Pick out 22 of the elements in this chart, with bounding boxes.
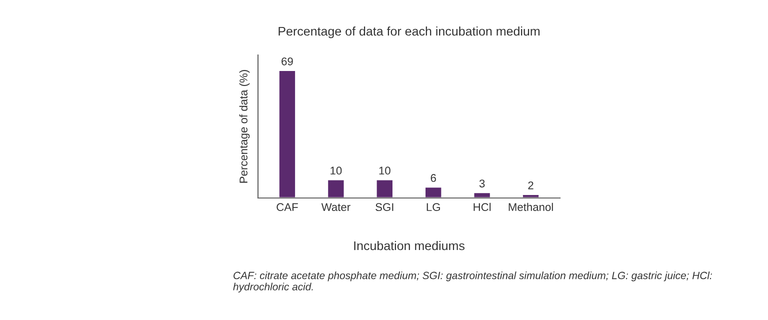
x-axis-title: Incubation mediums [354, 240, 464, 250]
y-axis-title: Percentage of data (%) [239, 70, 250, 183]
bar [375, 178, 394, 198]
bar [278, 70, 296, 198]
text: CAF: citrate acetate phosphate medium; SGI: gastrointestinal simulation medium; LG: gastric juice; HCl: hydrochloric acid. [233, 272, 712, 292]
x-tick-label: LG [426, 203, 440, 212]
data-label: 3 [479, 180, 485, 188]
x-tick-label: Methanol [508, 202, 553, 212]
data-label: 10 [330, 166, 342, 175]
chart-title: Percentage of data for each incubation medium [278, 26, 540, 38]
data-label: 2 [528, 181, 534, 190]
data-label: 6 [430, 174, 436, 182]
x-tick-label: SGI [376, 203, 394, 212]
bar [522, 194, 540, 198]
x-tick-label: HCl [474, 202, 491, 212]
bar [472, 192, 492, 198]
x-tick-label: Water [321, 203, 350, 212]
bar [326, 178, 346, 198]
data-label: 10 [379, 166, 390, 175]
data-label: 69 [282, 57, 293, 66]
x-tick-label: CAF [276, 203, 298, 212]
bar [424, 186, 443, 198]
